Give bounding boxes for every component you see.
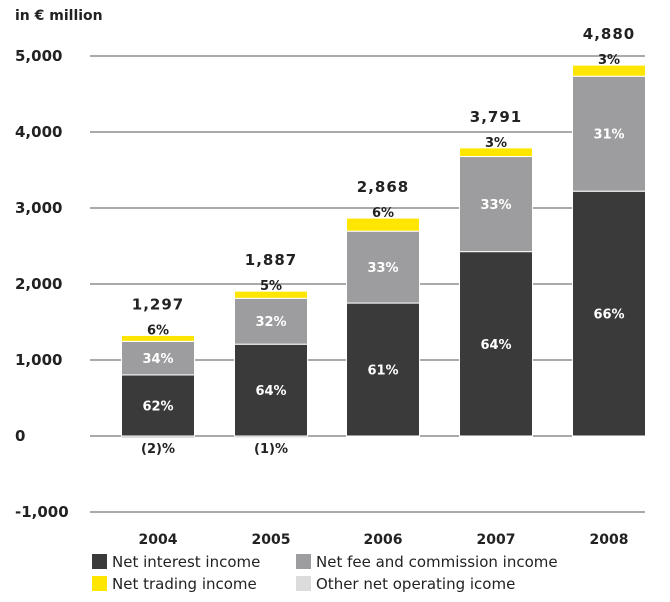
legend: Net interest income Net fee and commissio…	[92, 553, 558, 593]
unit-label: in € million	[15, 8, 103, 24]
bar-total-label: 1,297	[132, 295, 184, 313]
legend-swatch	[92, 554, 107, 569]
y-axis-ticks: 5,000 4,000 3,000 2,000 1,000 0 -1,000	[15, 47, 69, 521]
bar-total-label: 3,791	[470, 108, 522, 126]
segment-label: (2)%	[141, 442, 175, 457]
segment-label: 34%	[142, 352, 173, 367]
y-tick-label: 1,000	[15, 351, 62, 369]
bar-segment	[459, 156, 533, 253]
segment-label: 32%	[255, 315, 286, 330]
y-tick-label: 4,000	[15, 123, 62, 141]
bar-total-label: 2,868	[357, 178, 409, 196]
legend-label: Other net operating icome	[316, 575, 515, 593]
y-tick-label: 0	[15, 427, 25, 445]
bar-total-label: 4,880	[583, 25, 635, 43]
segment-label: 61%	[367, 364, 398, 379]
bar-segment	[346, 302, 420, 437]
x-tick-label: 2004	[139, 532, 178, 548]
segment-label: 64%	[480, 338, 511, 353]
total-labels: 1,297 1,887 2,868 3,791 4,880	[132, 25, 635, 313]
segment-label: 64%	[255, 384, 286, 399]
segment-label: 3%	[598, 53, 620, 68]
legend-swatch	[296, 554, 311, 569]
y-tick-label: -1,000	[15, 503, 69, 521]
segment-label: 33%	[367, 261, 398, 276]
x-axis-ticks: 2004 2005 2006 2007 2008	[139, 532, 629, 548]
bar-segment	[572, 64, 646, 77]
bar-segment-negative	[234, 436, 308, 438]
legend-label: Net trading income	[112, 575, 257, 593]
segment-label: 3%	[485, 136, 507, 151]
bar-segment	[234, 343, 308, 437]
segment-label: 66%	[593, 308, 624, 323]
segment-label: 6%	[147, 323, 169, 338]
segment-label: 31%	[593, 128, 624, 143]
segment-label: 33%	[480, 198, 511, 213]
bar-segment	[572, 190, 646, 437]
segment-label: 5%	[260, 279, 282, 294]
bar-segment	[459, 251, 533, 437]
segment-label: 62%	[142, 399, 173, 414]
bar-segment	[346, 217, 420, 232]
y-tick-label: 5,000	[15, 47, 62, 65]
y-tick-label: 3,000	[15, 199, 62, 217]
bar-segment	[346, 230, 420, 304]
x-tick-label: 2008	[590, 532, 629, 548]
bar-segment	[234, 290, 308, 299]
bar-segment	[121, 334, 195, 342]
y-tick-label: 2,000	[15, 275, 62, 293]
bar-total-label: 1,887	[245, 251, 297, 269]
legend-swatch	[296, 576, 311, 591]
legend-label: Net fee and commission income	[316, 553, 558, 571]
bar-segment	[234, 297, 308, 345]
x-tick-label: 2006	[364, 532, 403, 548]
segment-label: (1)%	[254, 442, 288, 457]
legend-label: Net interest income	[112, 553, 260, 571]
bars: 62% 34% 6% (2)% 64% 32% 5% (1)% 61% 33% 6% 64% 33% 3%…	[121, 53, 646, 457]
segment-label: 6%	[372, 206, 394, 221]
bar-segment	[121, 340, 195, 376]
bar-segment-negative	[121, 436, 195, 438]
x-tick-label: 2005	[252, 532, 291, 548]
legend-swatch	[92, 576, 107, 591]
bar-segment	[459, 147, 533, 158]
bar-segment	[572, 75, 646, 192]
x-tick-label: 2007	[477, 532, 516, 548]
